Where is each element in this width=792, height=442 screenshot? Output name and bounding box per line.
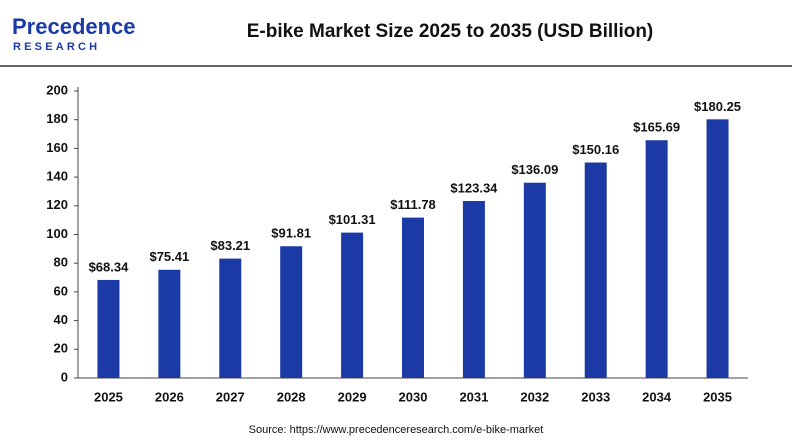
bar <box>462 201 485 378</box>
y-tick-label: 60 <box>54 283 68 298</box>
y-tick-label: 20 <box>54 341 68 356</box>
value-label: $68.34 <box>89 259 130 274</box>
value-label: $165.69 <box>633 120 680 135</box>
value-label: $111.78 <box>390 197 436 212</box>
x-tick-label: 2033 <box>581 389 610 404</box>
bar <box>402 217 424 378</box>
value-label: $150.16 <box>572 142 619 157</box>
y-tick-label: 180 <box>46 111 68 126</box>
x-tick-label: 2035 <box>703 389 732 404</box>
y-tick-label: 200 <box>46 82 68 97</box>
y-tick-label: 0 <box>61 369 68 384</box>
bar <box>97 279 120 378</box>
y-tick-label: 100 <box>46 226 68 241</box>
source: Source: https://www.precedenceresearch.c… <box>249 424 544 436</box>
bar <box>280 246 303 378</box>
x-tick-label: 2027 <box>216 389 245 404</box>
bar <box>584 162 607 378</box>
value-label: $180.25 <box>694 99 741 114</box>
y-tick-label: 120 <box>46 197 68 212</box>
y-tick-label: 40 <box>54 312 68 327</box>
value-label: $83.21 <box>210 238 250 253</box>
value-label: $123.34 <box>450 180 498 195</box>
bar <box>706 119 729 378</box>
logo-name: Precedence <box>12 14 136 39</box>
x-tick-label: 2029 <box>338 389 367 404</box>
x-tick-label: 2032 <box>520 389 549 404</box>
value-label: $101.31 <box>329 212 376 227</box>
bar <box>341 232 364 378</box>
y-tick-label: 160 <box>46 140 68 155</box>
x-tick-label: 2034 <box>642 389 672 404</box>
x-tick-label: 2030 <box>399 389 428 404</box>
y-tick-label: 80 <box>54 255 68 270</box>
x-tick-label: 2028 <box>277 389 306 404</box>
x-tick-label: 2031 <box>459 389 488 404</box>
bar <box>219 258 242 378</box>
bar <box>523 182 546 378</box>
value-label: $91.81 <box>271 226 311 241</box>
x-tick-label: 2026 <box>155 389 184 404</box>
logo-tagline: RESEARCH <box>13 41 100 53</box>
value-label: $136.09 <box>511 162 558 177</box>
chart-title: E-bike Market Size 2025 to 2035 (USD Bil… <box>247 21 654 42</box>
x-tick-label: 2025 <box>94 389 123 404</box>
y-tick-label: 140 <box>46 169 68 184</box>
bar <box>158 269 181 378</box>
value-label: $75.41 <box>149 249 189 264</box>
bar <box>645 140 668 378</box>
